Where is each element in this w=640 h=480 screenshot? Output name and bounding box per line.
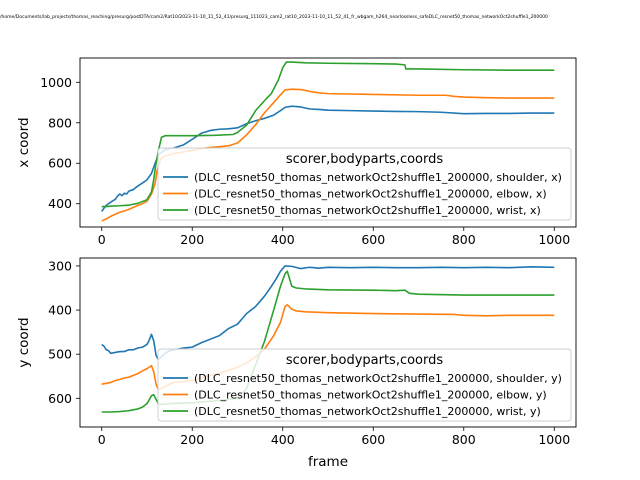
x-tick-label: 800 — [452, 432, 476, 447]
legend-title: scorer,bodyparts,coords — [286, 152, 444, 167]
x-tick-label: 800 — [452, 232, 476, 247]
axes-frame-bottom — [79, 257, 577, 428]
y-tick-label: 300 — [48, 258, 72, 273]
x-tick-label: 200 — [180, 432, 204, 447]
x-tick-label: 0 — [98, 432, 106, 447]
legend-entry-shoulder: (DLC_resnet50_thomas_networkOct2shuffle1… — [194, 171, 562, 184]
x-tick-label: 400 — [271, 432, 295, 447]
legend-entry-elbow: (DLC_resnet50_thomas_networkOct2shuffle1… — [194, 389, 547, 402]
x-tick-label: 0 — [98, 232, 106, 247]
legend-box — [157, 348, 572, 422]
figure-suptitle: /home/Documents/lab_projects/thomas_reac… — [0, 14, 548, 20]
x-tick-label: 600 — [361, 432, 385, 447]
series-line-shoulder-bottom — [101, 265, 555, 361]
axes-frame-top — [79, 57, 577, 228]
series-line-elbow-top — [101, 88, 555, 222]
top-subplot: 0 200 400 600 800 1000 400 600 800 1000 x coord sco… — [16, 57, 577, 247]
x-tick-label: 200 — [180, 232, 204, 247]
legend-entry-wrist: (DLC_resnet50_thomas_networkOct2shuffle1… — [194, 204, 541, 217]
legend-entry-elbow: (DLC_resnet50_thomas_networkOct2shuffle1… — [194, 188, 547, 201]
y-tick-label: 600 — [48, 156, 72, 171]
x-tick-label: 1000 — [538, 432, 570, 447]
bottom-subplot: 0 200 400 600 800 1000 300 400 500 600 y coord fram… — [16, 257, 577, 470]
legend-top: scorer,bodyparts,coords (DLC_resnet50_tho… — [157, 147, 572, 221]
y-axis-label-top: x coord — [16, 117, 32, 167]
series-line-shoulder-top — [101, 105, 555, 212]
y-tick-label: 600 — [48, 391, 72, 406]
legend-bottom: scorer,bodyparts,coords (DLC_resnet50_tho… — [157, 348, 572, 422]
x-axis-label-bottom: frame — [308, 454, 348, 470]
y-tick-label: 800 — [48, 115, 72, 130]
legend-box — [157, 147, 572, 221]
y-tick-label: 1000 — [40, 75, 72, 90]
series-line-wrist-top — [101, 61, 555, 208]
y-axis-label-bottom: y coord — [16, 317, 32, 367]
legend-entry-shoulder: (DLC_resnet50_thomas_networkOct2shuffle1… — [194, 372, 562, 385]
y-tick-label: 500 — [48, 347, 72, 362]
x-tick-label: 400 — [271, 232, 295, 247]
y-tick-label: 400 — [48, 303, 72, 318]
legend-title: scorer,bodyparts,coords — [286, 353, 444, 368]
y-tick-label: 400 — [48, 196, 72, 211]
x-tick-label: 600 — [361, 232, 385, 247]
x-tick-label: 1000 — [538, 232, 570, 247]
legend-entry-wrist: (DLC_resnet50_thomas_networkOct2shuffle1… — [194, 405, 541, 418]
